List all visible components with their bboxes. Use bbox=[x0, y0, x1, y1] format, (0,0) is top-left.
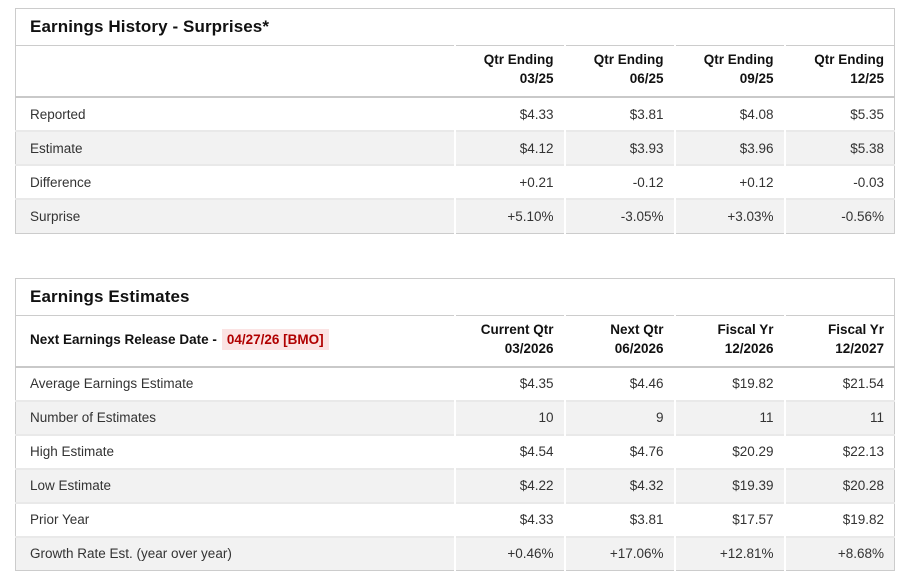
cell-value: $19.82 bbox=[673, 366, 785, 401]
row-label: Estimate bbox=[30, 140, 83, 156]
cell-value: $4.32 bbox=[563, 468, 675, 503]
cell-value: 11 bbox=[673, 400, 785, 435]
column-header-fiscal-yr-2027: Fiscal Yr 12/2027 bbox=[783, 315, 895, 368]
cell-value: $3.96 bbox=[673, 131, 785, 165]
cell-value-negative: -0.12 bbox=[563, 165, 675, 199]
cell-value: $4.08 bbox=[673, 97, 785, 131]
table-row-prior-year: Prior Year $4.33 $3.81 $17.57 $19.82 bbox=[15, 502, 895, 537]
table-row-number-of-estimates: Number of Estimates 10 9 11 11 bbox=[15, 400, 895, 435]
column-header-line1: Qtr Ending bbox=[593, 52, 664, 68]
column-header-line1: Fiscal Yr bbox=[828, 321, 885, 337]
earnings-estimates-table: Earnings Estimates Next Earnings Release… bbox=[15, 277, 896, 571]
earnings-estimates-title-row: Earnings Estimates bbox=[15, 278, 895, 316]
cell-value-negative: -0.56% bbox=[783, 199, 895, 233]
column-header-line1: Qtr Ending bbox=[814, 52, 885, 68]
earnings-history-header-row: Qtr Ending 03/25 Qtr Ending 06/25 Qtr En… bbox=[15, 45, 895, 98]
column-header-qtr-0925: Qtr Ending 09/25 bbox=[673, 45, 785, 98]
earnings-history-title: Earnings History - Surprises* bbox=[15, 8, 895, 46]
column-header-qtr-0325: Qtr Ending 03/25 bbox=[453, 45, 565, 98]
column-header-fiscal-yr-2026: Fiscal Yr 12/2026 bbox=[673, 315, 785, 368]
header-spacer bbox=[15, 45, 455, 98]
cell-value-positive: +17.06% bbox=[563, 536, 675, 571]
column-header-line1: Qtr Ending bbox=[703, 52, 774, 68]
cell-value: $17.57 bbox=[673, 502, 785, 537]
column-header-line2: 09/25 bbox=[739, 71, 774, 86]
row-label: Prior Year bbox=[30, 512, 90, 527]
table-row-growth-rate: Growth Rate Est. (year over year) +0.46%… bbox=[15, 536, 895, 571]
table-row-low-estimate: Low Estimate $4.22 $4.32 $19.39 $20.28 bbox=[15, 468, 895, 503]
column-header-line2: 12/2026 bbox=[724, 340, 774, 356]
column-header-qtr-0625: Qtr Ending 06/25 bbox=[563, 45, 675, 98]
column-header-line2: 12/2027 bbox=[835, 340, 885, 356]
table-row-average-earnings-estimate: Average Earnings Estimate $4.35 $4.46 $1… bbox=[16, 366, 895, 401]
cell-value: $3.93 bbox=[563, 131, 675, 165]
row-label: Growth Rate Est. (year over year) bbox=[30, 546, 232, 562]
column-header-line1: Fiscal Yr bbox=[717, 321, 774, 337]
column-header-line2: 06/25 bbox=[629, 71, 664, 86]
cell-value: 11 bbox=[783, 400, 895, 435]
next-earnings-release-date: Next Earnings Release Date - 04/27/26 [BM… bbox=[15, 315, 455, 368]
row-label: Low Estimate bbox=[30, 478, 112, 493]
cell-value: $4.35 bbox=[453, 366, 565, 401]
table-row-reported: Reported $4.33 $3.81 $4.08 $5.35 bbox=[16, 97, 895, 131]
cell-value-positive: +0.12 bbox=[673, 165, 785, 199]
cell-value: $19.82 bbox=[783, 502, 895, 537]
cell-value: $21.54 bbox=[783, 366, 895, 401]
cell-value-negative: -0.03 bbox=[783, 165, 895, 199]
column-header-line1: Current Qtr bbox=[480, 321, 554, 337]
column-header-line2: 06/2026 bbox=[614, 340, 664, 356]
row-label: Difference bbox=[30, 174, 92, 190]
earnings-history-title-row: Earnings History - Surprises* bbox=[15, 8, 895, 46]
earnings-history-table: Earnings History - Surprises* Qtr Ending… bbox=[15, 8, 896, 234]
row-label: Surprise bbox=[30, 208, 81, 224]
column-header-line1: Qtr Ending bbox=[483, 52, 554, 68]
cell-value: $3.81 bbox=[563, 502, 675, 537]
cell-value: $20.29 bbox=[673, 434, 785, 469]
cell-value: 9 bbox=[563, 400, 675, 435]
cell-value: $4.22 bbox=[453, 468, 565, 503]
row-label: Number of Estimates bbox=[30, 410, 157, 425]
cell-value: $5.35 bbox=[783, 97, 895, 131]
cell-value-positive: +12.81% bbox=[673, 536, 785, 571]
table-row-surprise: Surprise +5.10% -3.05% +3.03% -0.56% bbox=[15, 199, 895, 233]
column-header-current-qtr: Current Qtr 03/2026 bbox=[453, 315, 565, 368]
cell-value: $4.46 bbox=[563, 366, 675, 401]
cell-value: $19.39 bbox=[673, 468, 785, 503]
table-row-estimate: Estimate $4.12 $3.93 $3.96 $5.38 bbox=[15, 131, 895, 165]
cell-value: $4.54 bbox=[453, 434, 565, 469]
column-header-line2: 03/25 bbox=[519, 71, 554, 86]
cell-value-positive: +8.68% bbox=[783, 536, 895, 571]
cell-value: $4.33 bbox=[453, 97, 565, 131]
table-row-high-estimate: High Estimate $4.54 $4.76 $20.29 $22.13 bbox=[15, 434, 895, 469]
table-gap bbox=[15, 234, 894, 278]
cell-value: $5.38 bbox=[783, 131, 895, 165]
cell-value: $4.33 bbox=[453, 502, 565, 537]
cell-value: 10 bbox=[453, 400, 565, 435]
row-label: Reported bbox=[30, 106, 86, 122]
release-date-label: Next Earnings Release Date - bbox=[30, 332, 217, 347]
cell-value: $4.12 bbox=[453, 131, 565, 165]
cell-value-positive: +0.21 bbox=[453, 165, 565, 199]
release-date-value: 04/27/26 [BMO] bbox=[221, 329, 329, 350]
cell-value-negative: -3.05% bbox=[563, 199, 675, 233]
column-header-next-qtr: Next Qtr 06/2026 bbox=[563, 315, 675, 368]
cell-value: $3.81 bbox=[563, 97, 675, 131]
table-row-difference: Difference +0.21 -0.12 +0.12 -0.03 bbox=[15, 165, 895, 199]
column-header-line1: Next Qtr bbox=[610, 321, 664, 337]
column-header-line2: 03/2026 bbox=[504, 340, 554, 356]
row-label: High Estimate bbox=[30, 444, 115, 459]
cell-value: $20.28 bbox=[783, 468, 895, 503]
cell-value-positive: +0.46% bbox=[453, 536, 565, 571]
earnings-estimates-title: Earnings Estimates bbox=[15, 278, 895, 316]
column-header-qtr-1225: Qtr Ending 12/25 bbox=[783, 45, 895, 98]
earnings-estimates-header-row: Next Earnings Release Date - 04/27/26 [BM… bbox=[15, 315, 895, 368]
cell-value: $22.13 bbox=[783, 434, 895, 469]
cell-value-positive: +3.03% bbox=[673, 199, 785, 233]
row-label: Average Earnings Estimate bbox=[30, 376, 194, 391]
cell-value: $4.76 bbox=[563, 434, 675, 469]
cell-value-positive: +5.10% bbox=[453, 199, 565, 233]
column-header-line2: 12/25 bbox=[850, 71, 885, 86]
